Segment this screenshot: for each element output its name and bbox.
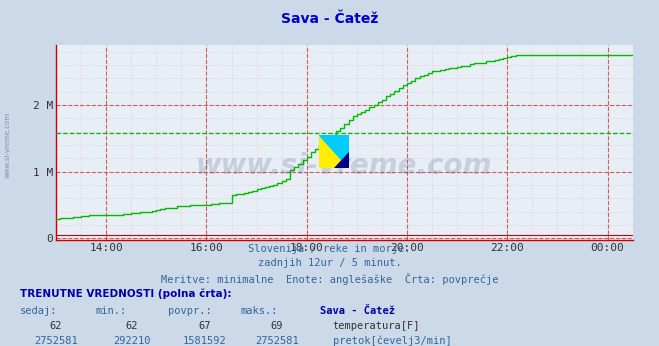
Text: www.si-vreme.com: www.si-vreme.com <box>196 152 492 180</box>
Text: Slovenija / reke in morje.
zadnjih 12ur / 5 minut.
Meritve: minimalne  Enote: an: Slovenija / reke in morje. zadnjih 12ur … <box>161 244 498 285</box>
Text: 62: 62 <box>126 321 138 331</box>
Text: Sava - Čatež: Sava - Čatež <box>281 12 378 26</box>
Text: www.si-vreme.com: www.si-vreme.com <box>5 112 11 179</box>
Text: 69: 69 <box>271 321 283 331</box>
Text: 67: 67 <box>198 321 210 331</box>
Text: min.:: min.: <box>96 306 127 316</box>
Text: pretok[čevelj3/min]: pretok[čevelj3/min] <box>333 336 451 346</box>
Text: povpr.:: povpr.: <box>168 306 212 316</box>
Text: temperatura[F]: temperatura[F] <box>333 321 420 331</box>
Polygon shape <box>319 135 349 169</box>
Text: 292210: 292210 <box>113 336 150 346</box>
Polygon shape <box>319 135 349 169</box>
Polygon shape <box>334 152 349 169</box>
Text: 62: 62 <box>50 321 62 331</box>
Text: Sava - Čatež: Sava - Čatež <box>320 306 395 316</box>
Text: 1581592: 1581592 <box>183 336 226 346</box>
Text: maks.:: maks.: <box>241 306 278 316</box>
Text: TRENUTNE VREDNOSTI (polna črta):: TRENUTNE VREDNOSTI (polna črta): <box>20 289 231 299</box>
Text: 2752581: 2752581 <box>34 336 78 346</box>
Text: sedaj:: sedaj: <box>20 306 57 316</box>
Text: 2752581: 2752581 <box>255 336 299 346</box>
